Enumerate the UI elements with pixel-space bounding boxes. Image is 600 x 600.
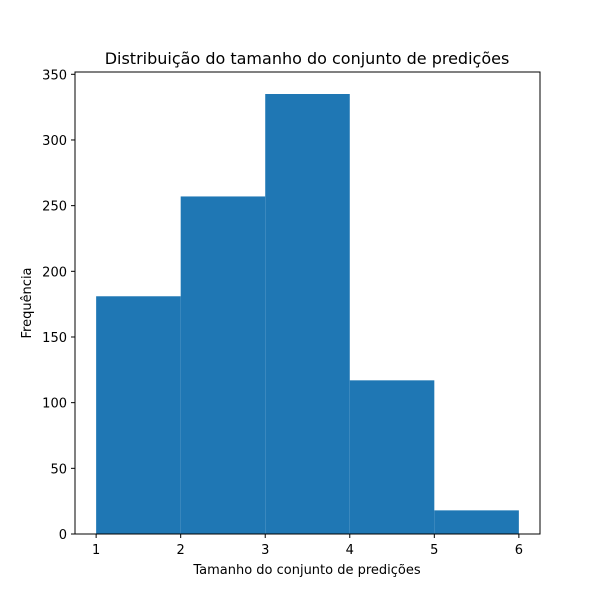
histogram-bar-5 (434, 510, 519, 534)
y-tick-label: 200 (42, 265, 67, 280)
y-tick-label: 250 (42, 200, 67, 215)
x-axis-ticks: 1 2 3 4 5 6 (92, 534, 523, 558)
x-tick-label: 4 (346, 543, 354, 558)
chart-title: Distribuição do tamanho do conjunto de p… (105, 49, 510, 68)
x-tick-label: 1 (92, 543, 100, 558)
y-axis-label: Frequência (20, 267, 35, 338)
y-tick-label: 0 (59, 528, 67, 543)
x-axis-label: Tamanho do conjunto de predições (192, 563, 421, 578)
y-tick-label: 150 (42, 331, 67, 346)
bars-group (96, 94, 519, 534)
histogram-bar-1 (96, 296, 181, 534)
histogram-bar-2 (180, 196, 266, 534)
histogram-bar-4 (349, 380, 435, 534)
y-axis-ticks: 0 50 100 150 200 250 300 350 (42, 68, 75, 543)
x-tick-label: 5 (430, 543, 438, 558)
x-tick-label: 3 (261, 543, 269, 558)
y-tick-label: 300 (42, 134, 67, 149)
y-tick-label: 50 (50, 462, 67, 477)
plot-frame (74, 71, 541, 535)
histogram-bar-3 (265, 94, 350, 534)
y-tick-label: 100 (42, 397, 67, 412)
x-tick-label: 6 (515, 543, 523, 558)
y-tick-label: 350 (42, 68, 67, 83)
x-tick-label: 2 (177, 543, 185, 558)
